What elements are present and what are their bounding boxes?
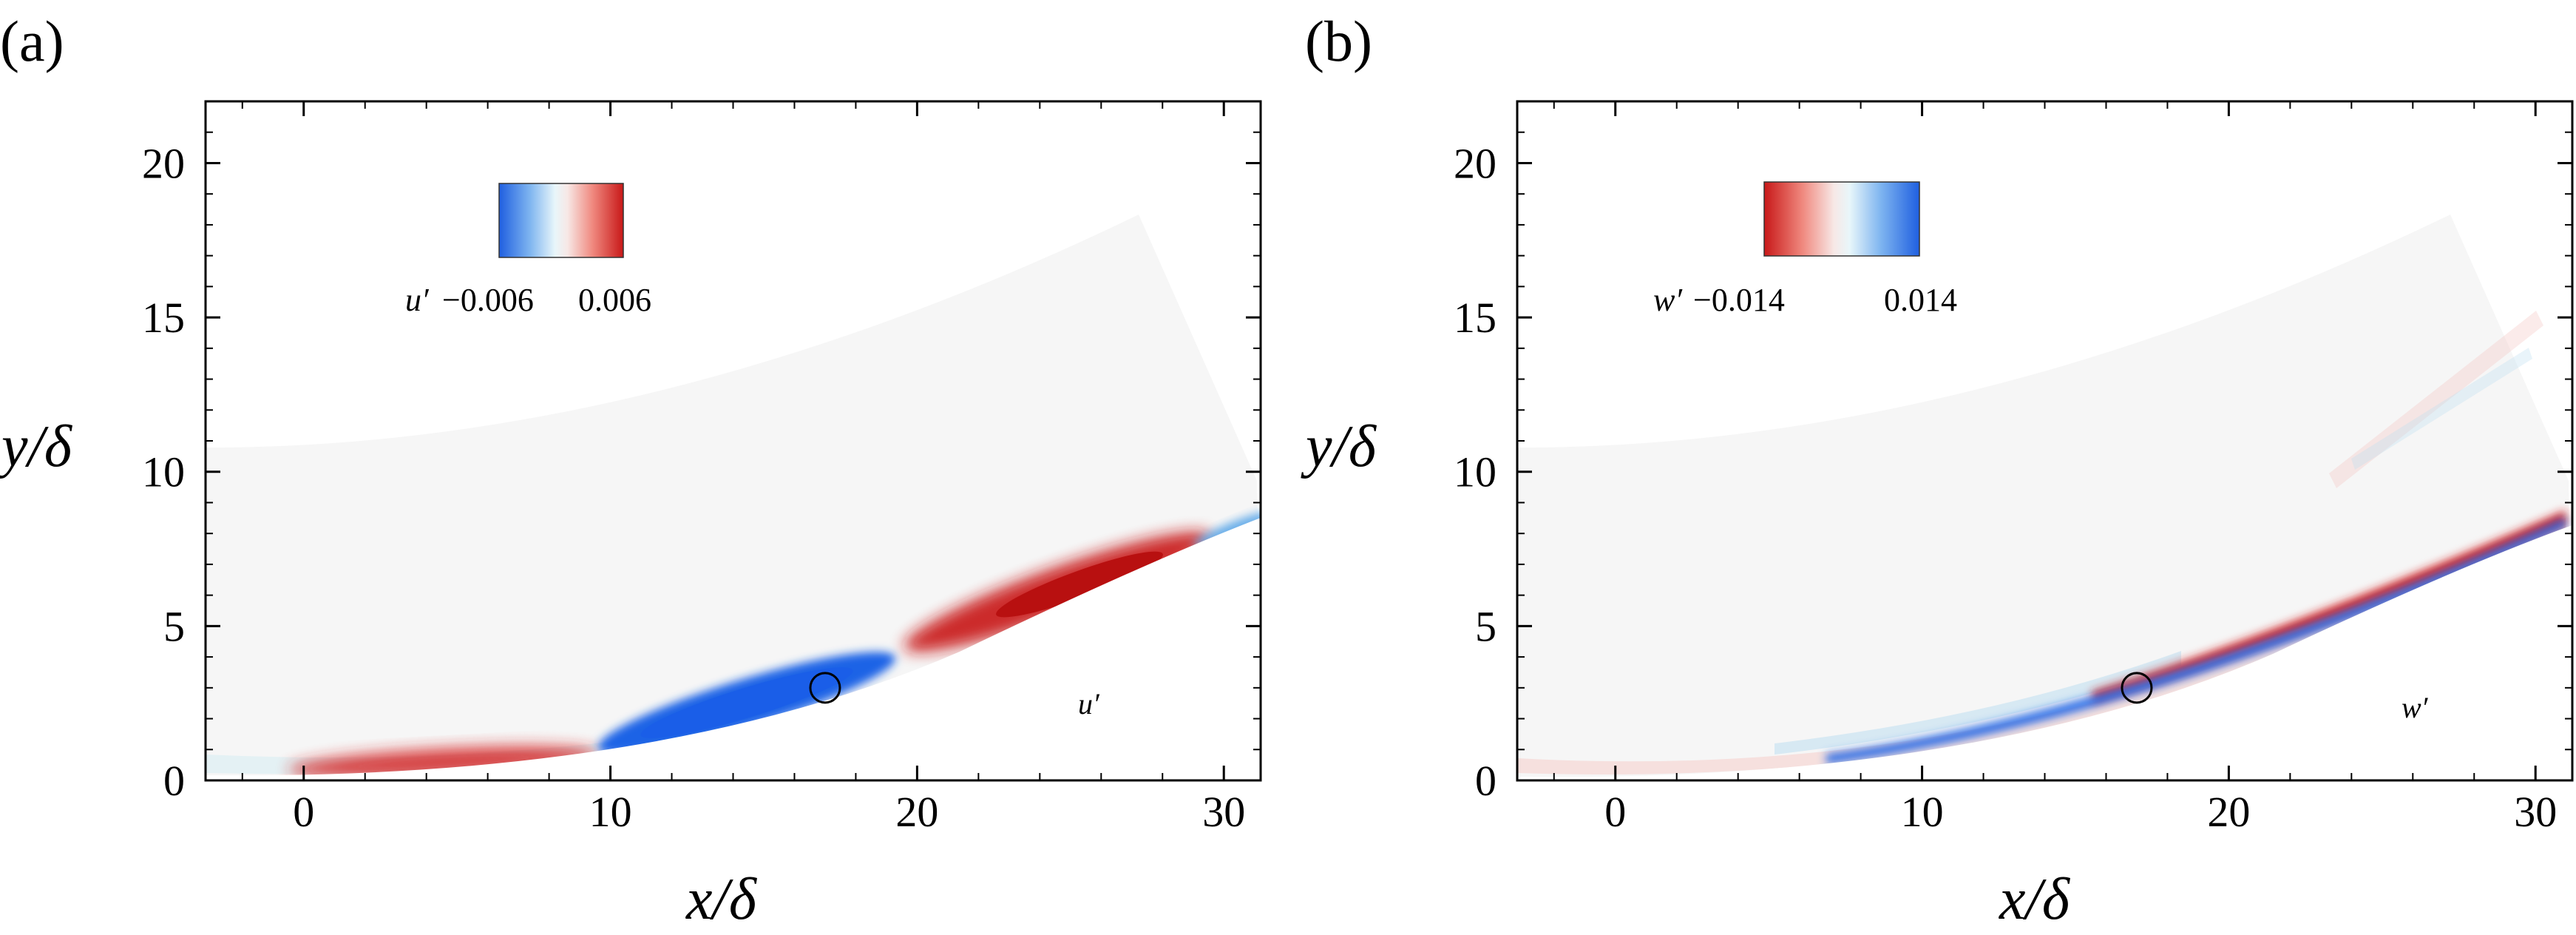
x-tick-label: 20 bbox=[2207, 788, 2250, 836]
colorbar-b bbox=[1763, 181, 1920, 257]
y-tick-label: 20 bbox=[1454, 139, 1497, 187]
colorbar-a-max: 0.006 bbox=[578, 282, 651, 318]
colorbar-b-label: w′ bbox=[1653, 282, 1683, 318]
y-tick-label: 10 bbox=[142, 448, 185, 496]
x-tick-label: 10 bbox=[589, 788, 632, 836]
y-tick-label: 10 bbox=[1454, 448, 1497, 496]
probe-marker-b bbox=[2121, 672, 2153, 704]
colorbar-b-min: −0.014 bbox=[1693, 282, 1785, 318]
y-tick-label: 5 bbox=[1475, 602, 1497, 650]
x-axis-label-b: x/δ bbox=[1999, 867, 2071, 932]
colorbar-a-label: u′ bbox=[405, 282, 430, 318]
field-b bbox=[1517, 215, 2572, 780]
x-axis-label-a: x/δ bbox=[685, 867, 758, 932]
x-tick-label: 0 bbox=[1604, 788, 1626, 836]
near-wall-red-tint bbox=[1517, 518, 2566, 774]
structure-negative-1-core bbox=[640, 667, 853, 738]
structure-positive-1 bbox=[288, 746, 599, 778]
annotation-b: w′ bbox=[2402, 691, 2429, 724]
faint-wave-red bbox=[2329, 311, 2543, 488]
ticks-a: 0 10 20 30 0 5 10 15 20 bbox=[142, 101, 1261, 836]
ticks-b: 0 10 20 30 0 5 10 15 20 bbox=[1454, 101, 2572, 836]
y-tick-label: 20 bbox=[142, 139, 185, 187]
panel-label-b: (b) bbox=[1305, 9, 1372, 73]
below-wall bbox=[206, 518, 1261, 780]
panel-b: (b) 0 10 20 30 0 5 10 15 20 w′ −0.014 0.014 w′ x… bbox=[1301, 9, 2574, 932]
y-tick-label: 0 bbox=[1475, 757, 1497, 805]
structure-positive-2-core bbox=[996, 551, 1163, 618]
y-axis-label-a: y/δ bbox=[0, 414, 73, 479]
annotation-a: u′ bbox=[1078, 687, 1100, 720]
x-tick-label: 10 bbox=[1901, 788, 1944, 836]
x-tick-label: 30 bbox=[1202, 788, 1245, 836]
y-tick-label: 5 bbox=[163, 602, 185, 650]
x-tick-label: 30 bbox=[2514, 788, 2557, 836]
structure-negative-b bbox=[2092, 510, 2566, 703]
faint-wave-blue bbox=[2351, 348, 2532, 470]
probe-marker-a bbox=[809, 672, 841, 704]
x-tick-label: 20 bbox=[895, 788, 938, 836]
y-tick-label: 15 bbox=[1454, 294, 1497, 342]
light-blue-band bbox=[1775, 651, 2181, 755]
y-tick-label: 0 bbox=[163, 757, 185, 805]
colorbar-a-min: −0.006 bbox=[442, 282, 534, 318]
panel-label-a: (a) bbox=[0, 9, 64, 73]
y-tick-label: 15 bbox=[142, 294, 185, 342]
colorbar-a bbox=[498, 183, 624, 258]
below-wall bbox=[1517, 525, 2572, 780]
colorbar-b-max: 0.014 bbox=[1884, 282, 1957, 318]
y-axis-label-b: y/δ bbox=[1301, 414, 1377, 479]
x-tick-label: 0 bbox=[293, 788, 314, 836]
panel-a: (a) 0 10 20 30 0 5 10 15 20 u′ −0.006 0.006 bbox=[0, 9, 1262, 932]
field-a bbox=[206, 215, 1261, 780]
